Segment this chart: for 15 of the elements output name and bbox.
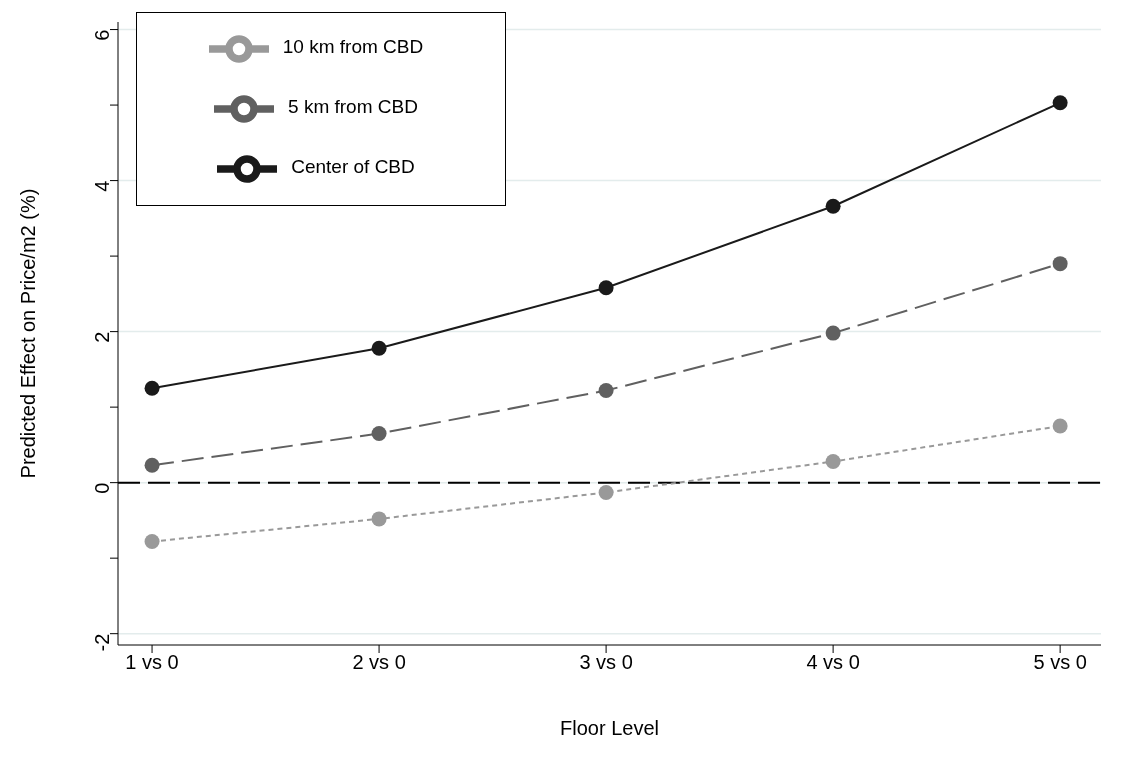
x-tick-label: 2 vs 0 [352, 651, 406, 674]
y-tick-label: 0 [91, 482, 114, 494]
x-axis-title: Floor Level [560, 717, 659, 739]
x-tick-label: 5 vs 0 [1033, 651, 1087, 674]
x-tick-label: 1 vs 0 [125, 651, 179, 674]
legend-label: 10 km from CBD [282, 36, 424, 58]
y-tick-label: 4 [91, 180, 114, 192]
y-tick-label: -2 [91, 633, 114, 652]
y-tick-label: 6 [91, 29, 114, 41]
y-tick-label: 2 [91, 331, 114, 343]
legend-label: Center of CBD [291, 156, 415, 178]
x-tick-label: 4 vs 0 [806, 651, 860, 674]
y-axis-title: Predicted Effect on Price/m2 (%) [17, 188, 40, 479]
x-tick-label: 3 vs 0 [579, 651, 633, 674]
legend-label: 5 km from CBD [288, 96, 418, 118]
